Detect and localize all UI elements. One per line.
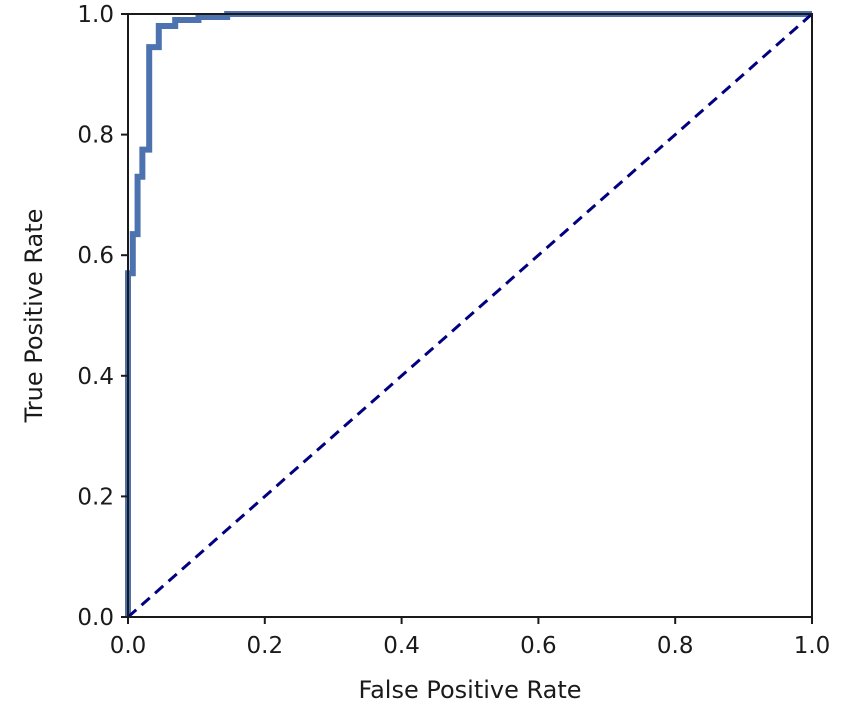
x-axis-label: False Positive Rate bbox=[358, 676, 581, 704]
x-tick-label: 0.6 bbox=[520, 633, 557, 659]
x-tick-label: 0.8 bbox=[657, 633, 694, 659]
x-tick-label: 0.4 bbox=[383, 633, 420, 659]
x-tick-label: 0.2 bbox=[247, 633, 284, 659]
y-tick-label: 0.6 bbox=[77, 243, 114, 269]
x-tick-label: 0.0 bbox=[110, 633, 147, 659]
y-tick-label: 0.2 bbox=[77, 484, 114, 510]
y-tick-label: 0.8 bbox=[77, 123, 114, 149]
y-axis-label: True Positive Rate bbox=[20, 209, 48, 424]
roc-curve-line bbox=[125, 11, 812, 617]
y-tick-label: 1.0 bbox=[77, 2, 114, 28]
y-tick-label: 0.4 bbox=[77, 364, 114, 390]
plot-area-frame bbox=[127, 13, 813, 618]
x-tick-label: 1.0 bbox=[794, 633, 831, 659]
chance-diagonal-line bbox=[127, 12, 813, 619]
y-tick-label: 0.0 bbox=[77, 605, 114, 631]
axis-ticks: 0.0 0.2 0.4 0.6 0.8 1.0 0.0 0.2 0.4 0.6 0.8 1.0 bbox=[77, 2, 830, 659]
series-layer bbox=[125, 11, 813, 619]
